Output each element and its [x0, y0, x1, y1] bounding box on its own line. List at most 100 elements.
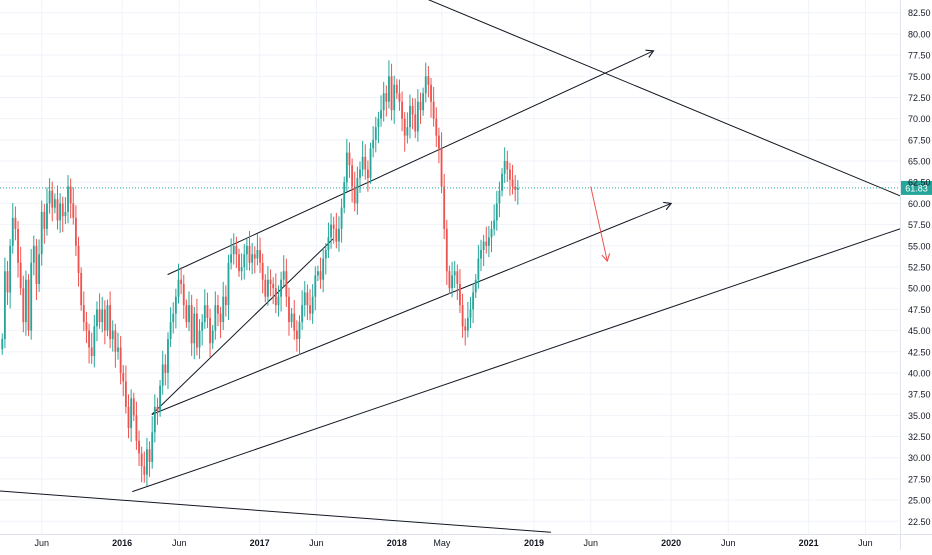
- y-tick-label: 57.50: [908, 220, 931, 230]
- candle-body: [295, 330, 298, 340]
- candle-body: [51, 190, 54, 208]
- x-tick-label: 2019: [524, 538, 544, 548]
- candle-body: [214, 305, 217, 331]
- candle-body: [188, 305, 190, 323]
- candle-body: [206, 305, 209, 318]
- trend-line: [151, 238, 334, 415]
- y-tick-label: 65.00: [908, 157, 931, 167]
- candle-body: [182, 283, 185, 306]
- candle-body: [472, 292, 475, 310]
- y-tick-label: 80.00: [908, 29, 931, 39]
- y-tick-label: 32.50: [908, 432, 931, 442]
- candle-body: [82, 305, 85, 323]
- candle-body: [398, 93, 401, 102]
- candle-body: [193, 313, 196, 344]
- candle-body: [280, 279, 283, 297]
- candle-body: [59, 203, 62, 221]
- candle-body: [482, 241, 485, 251]
- candle-body: [314, 275, 317, 297]
- candle-body: [453, 271, 456, 276]
- candle-body: [119, 347, 122, 373]
- candle-body: [264, 279, 267, 297]
- candle-body: [167, 339, 169, 373]
- candle-body: [353, 186, 356, 204]
- candle-body: [351, 165, 354, 187]
- y-tick-label: 45.00: [908, 326, 931, 336]
- candle-body: [3, 271, 6, 340]
- y-tick-label: 25.00: [908, 496, 931, 506]
- y-tick-label: 72.50: [908, 93, 931, 103]
- candle-body: [274, 288, 277, 306]
- y-tick-label: 52.50: [908, 263, 931, 273]
- candle-body: [96, 309, 98, 327]
- candle-body: [245, 245, 248, 255]
- candle-body: [290, 313, 293, 323]
- y-tick-label: 82.50: [908, 8, 931, 18]
- candle-body: [427, 76, 430, 85]
- candle-body: [80, 272, 83, 306]
- candle-body: [322, 258, 325, 280]
- candle-body: [56, 199, 59, 221]
- candle-body: [288, 296, 290, 323]
- candle-body: [164, 364, 167, 373]
- candle-body: [443, 186, 446, 229]
- candle-body: [461, 305, 464, 327]
- grid-lines: [0, 0, 900, 534]
- candle-body: [503, 161, 506, 174]
- y-axis[interactable]: 22.50 25.00 27.50 30.00 32.50 35.00 37.50 40.00…: [900, 0, 931, 550]
- candle-body: [414, 114, 417, 132]
- candle-body: [348, 152, 351, 166]
- candle-body: [6, 271, 9, 293]
- candle-body: [169, 322, 172, 340]
- candle-body: [248, 245, 251, 263]
- candle-body: [232, 245, 235, 255]
- candle-body: [27, 279, 30, 331]
- candle-body: [172, 313, 175, 323]
- candle-body: [140, 453, 143, 467]
- candle-body: [46, 203, 48, 229]
- candle-body: [14, 217, 17, 229]
- y-tick-label: 47.50: [908, 305, 931, 315]
- x-tick-label: 2020: [661, 538, 681, 548]
- candle-body: [53, 199, 56, 208]
- y-tick-label: 75.00: [908, 72, 931, 82]
- candle-body: [124, 381, 127, 407]
- trend-arrow: [151, 201, 673, 415]
- candle-body: [180, 279, 183, 284]
- candle-body: [201, 322, 204, 331]
- candle-body: [148, 449, 151, 462]
- candle-body: [509, 169, 511, 180]
- candle-body: [43, 211, 46, 229]
- candle-body: [243, 254, 246, 267]
- candle-body: [424, 76, 427, 94]
- candle-body: [437, 135, 440, 149]
- candle-body: [359, 169, 361, 178]
- candle-body: [25, 279, 27, 323]
- candle-body: [159, 385, 162, 412]
- candle-body: [469, 309, 472, 318]
- price-line-layer: 61.83: [0, 180, 932, 195]
- current-price-label: 61.83: [905, 183, 928, 193]
- candle-body: [48, 190, 51, 204]
- candle-body: [506, 161, 509, 170]
- candle-body: [335, 228, 338, 242]
- x-axis[interactable]: Jun 2016 Jun 2017 Jun 2018 May 2019 Jun 2020 Jun 20…: [0, 534, 932, 549]
- candle-body: [393, 84, 396, 111]
- candle-body: [338, 228, 340, 242]
- x-tick-label: Jun: [858, 538, 873, 548]
- candle-body: [445, 228, 448, 272]
- candle-body: [319, 271, 322, 280]
- x-tick-label: May: [433, 538, 451, 548]
- candle-body: [77, 245, 80, 273]
- candle-body: [369, 148, 372, 178]
- candle-body: [388, 76, 390, 102]
- candle-body: [253, 254, 256, 259]
- candle-body: [61, 203, 64, 217]
- x-tick-label: Jun: [721, 538, 736, 548]
- candle-body: [72, 203, 75, 218]
- candle-body: [395, 84, 398, 94]
- candle-body: [282, 271, 285, 280]
- candle-body: [277, 296, 280, 306]
